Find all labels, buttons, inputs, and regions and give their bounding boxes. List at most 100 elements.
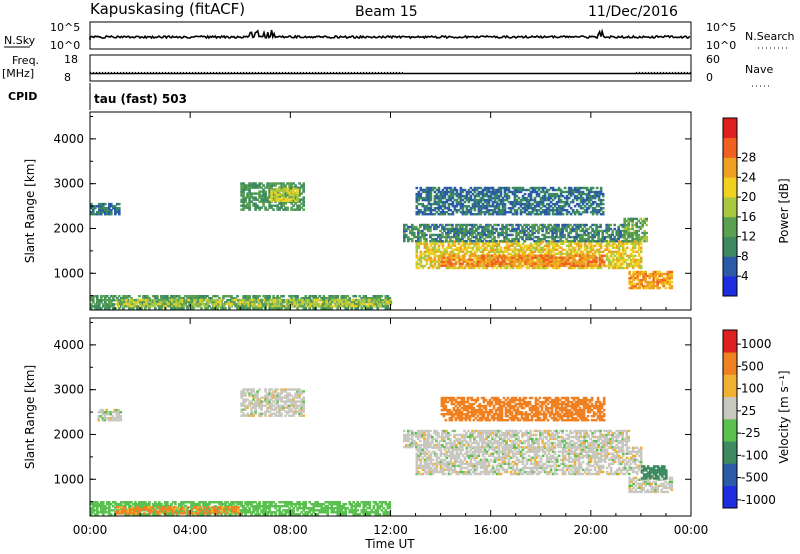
power-cell-r6 xyxy=(592,254,596,257)
power-cell-r5 xyxy=(421,242,425,245)
power-cell-r9 xyxy=(639,239,642,243)
power-cell-r5 xyxy=(617,266,621,270)
power-cell-r10 xyxy=(509,190,513,194)
power-cell-r10 xyxy=(527,211,531,214)
power-cell-r5 xyxy=(431,242,435,245)
power-cell-r10 xyxy=(571,200,575,204)
power-cell-r6 xyxy=(528,254,532,257)
power-cell-r10 xyxy=(517,202,521,206)
power-cell-r1 xyxy=(351,304,354,308)
power-cell-r8 xyxy=(473,223,476,227)
power-cell-r5 xyxy=(431,266,435,270)
power-cell-r0 xyxy=(218,297,221,300)
power-cell-r3 xyxy=(268,200,271,203)
power-cell-r7 xyxy=(666,280,670,284)
power-cell-r0 xyxy=(180,297,183,300)
power-cell-r8 xyxy=(505,237,508,241)
power-cell-r10 xyxy=(549,196,553,200)
power-cell-r8 xyxy=(479,233,482,237)
power-cell-r5 xyxy=(451,250,455,253)
power-cell-r5 xyxy=(595,248,599,251)
power-cell-r9 xyxy=(633,231,636,235)
power-cell-r10 xyxy=(535,192,539,196)
power-cell-r3 xyxy=(242,206,245,209)
power-cell-r1 xyxy=(367,302,371,306)
power-cell-r10 xyxy=(543,209,547,212)
power-cell-r2 xyxy=(100,211,103,214)
power-cell-r6 xyxy=(566,260,570,263)
power-cell-r8 xyxy=(541,229,544,233)
power-cell-r8 xyxy=(505,227,508,231)
power-cell-r8 xyxy=(607,223,610,227)
power-cell-r10 xyxy=(477,202,481,206)
power-cell-r8 xyxy=(427,225,430,229)
power-cell-r8 xyxy=(557,239,560,243)
power-cell-r0 xyxy=(310,301,313,304)
power-cell-r10 xyxy=(421,196,425,200)
power-cell-r0 xyxy=(386,297,390,300)
power-cell-r8 xyxy=(609,237,612,241)
power-cell-r1 xyxy=(301,302,304,306)
power-cell-r5 xyxy=(621,252,625,256)
power-cell-r5 xyxy=(555,266,559,270)
power-cell-r8 xyxy=(439,239,442,243)
power-cell-r7 xyxy=(668,286,672,290)
power-cell-r2 xyxy=(100,213,103,216)
power-cell-r2 xyxy=(110,213,113,216)
power-cell-r10 xyxy=(433,196,437,200)
power-cell-r8 xyxy=(519,229,522,233)
velocity-cell-r0 xyxy=(146,513,149,516)
power-cell-r10 xyxy=(425,192,429,196)
power-cell-r5 xyxy=(633,246,637,249)
nsearch-label: N.Search xyxy=(745,30,795,43)
power-cell-r10 xyxy=(547,202,551,206)
power-cell-r5 xyxy=(639,256,643,260)
power-cell-r5 xyxy=(607,250,611,253)
power-cell-r6 xyxy=(544,262,548,265)
power-cell-r10 xyxy=(555,202,559,206)
power-cell-r8 xyxy=(423,227,426,231)
power-cell-r8 xyxy=(579,239,582,243)
power-cell-r6 xyxy=(522,260,526,263)
power-cell-r1 xyxy=(257,304,260,308)
power-cell-r1 xyxy=(153,302,156,306)
power-cell-r8 xyxy=(537,225,540,229)
power-cell-r3 xyxy=(240,186,243,189)
power-cell-r10 xyxy=(537,200,541,204)
power-cell-r8 xyxy=(537,235,540,239)
power-cell-r8 xyxy=(551,233,554,237)
power-cell-r7 xyxy=(632,272,635,276)
power-cell-r8 xyxy=(415,225,418,229)
power-cell-r5 xyxy=(611,256,615,260)
power-cell-r6 xyxy=(588,264,592,267)
power-cell-r8 xyxy=(587,239,590,243)
power-cell-r5 xyxy=(573,248,577,251)
power-cell-r7 xyxy=(646,284,649,288)
power-cell-r8 xyxy=(471,231,474,235)
power-cell-r2 xyxy=(90,207,93,210)
power-cell-r5 xyxy=(451,252,455,256)
power-cell-r1 xyxy=(239,302,242,306)
power-cell-r10 xyxy=(595,190,599,194)
power-cell-r10 xyxy=(503,190,507,194)
power-cell-r5 xyxy=(639,264,643,268)
power-cell-r8 xyxy=(597,237,600,241)
power-cell-r9 xyxy=(627,227,630,231)
power-cell-r10 xyxy=(565,211,569,214)
power-cell-r5 xyxy=(477,242,481,245)
power-cell-r5 xyxy=(447,240,451,243)
power-cell-r8 xyxy=(467,235,470,239)
power-cell-r8 xyxy=(411,237,414,241)
power-cell-r5 xyxy=(623,266,627,270)
power-cell-r5 xyxy=(615,246,619,249)
power-cell-r8 xyxy=(575,225,578,229)
power-cell-r4 xyxy=(284,199,287,202)
power-cell-r10 xyxy=(505,186,509,190)
power-cell-r7 xyxy=(636,282,639,286)
power-cell-r1 xyxy=(273,298,276,302)
power-cell-r1 xyxy=(373,304,377,308)
power-cell-r10 xyxy=(579,192,583,196)
power-cell-r10 xyxy=(573,213,577,216)
power-cell-r6 xyxy=(570,264,574,267)
power-cell-r10 xyxy=(505,194,509,198)
